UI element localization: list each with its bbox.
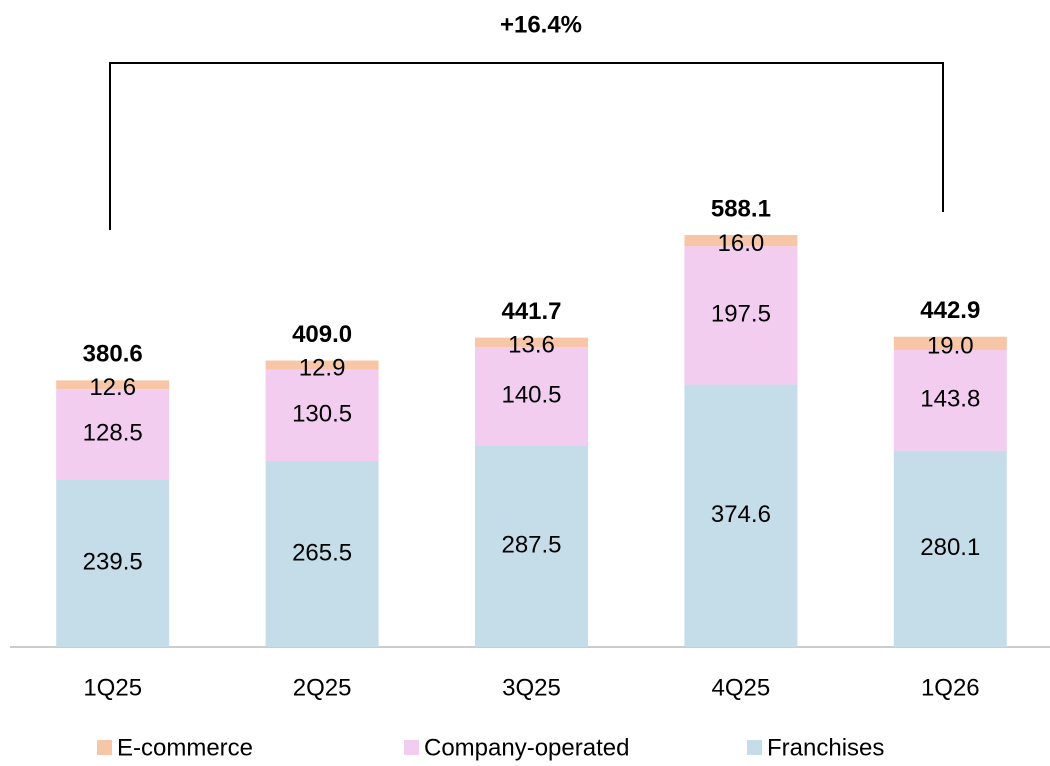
bar-segment — [265, 369, 379, 462]
bar-segment — [684, 246, 798, 385]
legend-label: Franchises — [767, 734, 884, 761]
segment-label: 287.5 — [501, 532, 561, 559]
bar-segment — [475, 347, 588, 446]
bar-segment — [265, 461, 379, 647]
segment-label: 265.5 — [292, 539, 352, 566]
bar-segment — [475, 337, 588, 348]
segment-label: 239.5 — [83, 548, 143, 575]
bar-segment — [56, 389, 170, 480]
total-label: 442.9 — [920, 297, 980, 324]
bar-segment — [56, 479, 170, 647]
x-tick-label: 3Q25 — [502, 674, 561, 701]
x-tick-label: 2Q25 — [293, 674, 352, 701]
x-tick-label: 4Q25 — [712, 674, 771, 701]
segment-label: 280.1 — [920, 534, 980, 561]
segment-label: 197.5 — [711, 301, 771, 328]
segment-label: 143.8 — [920, 386, 980, 413]
bar-segment — [265, 360, 379, 370]
legend-swatch — [747, 740, 762, 755]
bar-segment — [893, 336, 1007, 351]
bar-segment — [684, 235, 798, 247]
segment-label: 130.5 — [292, 401, 352, 428]
legend-swatch — [97, 740, 112, 755]
legend-label: E-commerce — [117, 734, 253, 761]
bar-segment — [893, 450, 1007, 647]
total-label: 409.0 — [292, 321, 352, 348]
segment-label: 13.6 — [508, 332, 555, 359]
segment-label: 374.6 — [711, 501, 771, 528]
x-tick-label: 1Q26 — [921, 674, 980, 701]
total-label: 441.7 — [501, 298, 561, 325]
segment-label: 19.0 — [927, 333, 974, 360]
total-label: 588.1 — [711, 195, 771, 222]
bar-segment — [893, 350, 1007, 451]
segment-label: 128.5 — [83, 420, 143, 447]
growth-bracket — [109, 62, 944, 230]
bar-segment — [56, 380, 170, 390]
x-tick-label: 1Q25 — [83, 674, 142, 701]
segment-label: 12.6 — [89, 374, 136, 401]
legend-swatch — [404, 740, 419, 755]
total-label: 380.6 — [83, 341, 143, 368]
segment-label: 140.5 — [501, 382, 561, 409]
bar-segment — [475, 445, 588, 647]
legend-label: Company-operated — [424, 734, 629, 761]
segment-label: 12.9 — [299, 354, 346, 381]
segment-label: 16.0 — [718, 230, 765, 257]
bar-segment — [684, 384, 798, 647]
growth-annotation: +16.4% — [500, 11, 582, 38]
